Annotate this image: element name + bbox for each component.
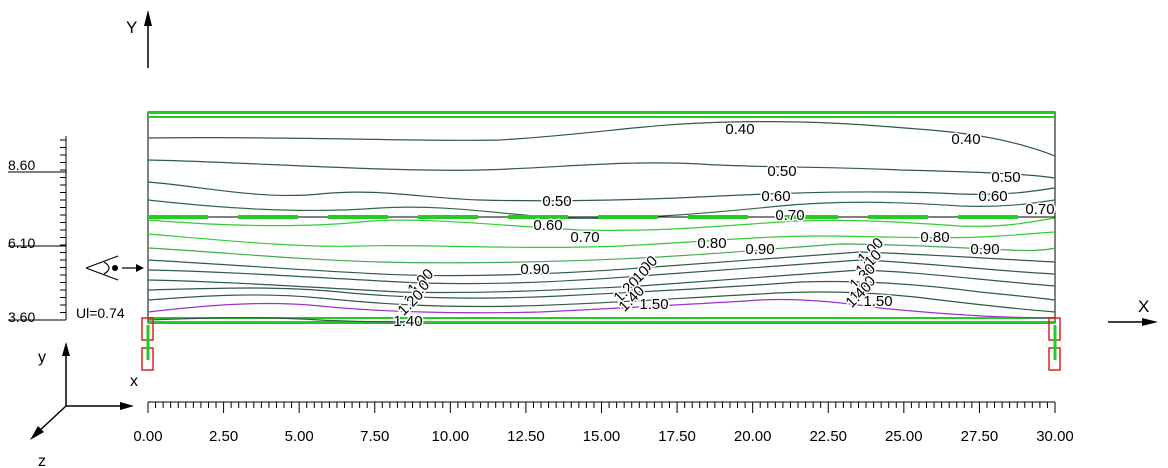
y-tick-label-6-10: 6.10 [8,235,35,251]
y-ruler [8,136,67,321]
x-tick-label: 10.00 [432,428,470,445]
contour-0-50-upper [147,159,1056,179]
contour-value-label: 0.60 [533,217,562,234]
bottom-wall [148,317,1055,323]
contour-value-label: 0.90 [520,261,549,278]
contour-0-80 [147,231,1056,248]
contour-0-40 [147,121,1056,157]
contour-1-30 [147,280,1056,301]
contour-value-label: 0.40 [951,131,980,148]
contour-value-label: 0.50 [767,163,796,180]
x-tick-label: 22.50 [809,428,847,445]
contour-value-label: 0.50 [991,169,1020,186]
ui-value-label: Ul=0.74 [76,305,125,321]
x-ruler-labels: 0.00 2.50 5.00 7.50 10.00 12.50 15.00 17.50 20.0… [133,428,1073,445]
x-tick-label: 17.50 [658,428,696,445]
eye-icon [85,255,144,281]
x-tick-label: 15.00 [583,428,621,445]
triad-z-label: z [38,453,46,468]
contour-0-50-lower [147,181,1056,202]
contour-value-label: 0.50 [542,193,571,210]
right-support [1048,317,1061,371]
contour-value-label: 1.50 [863,293,892,310]
contour-value-label: 0.90 [745,241,774,258]
y-axis-title: Y [126,18,137,37]
x-tick-label: 12.50 [507,428,545,445]
x-tick-label: 2.50 [209,428,238,445]
contour-value-label: 0.60 [978,188,1007,205]
contour-value-label: 1.50 [639,296,668,313]
x-tick-label: 20.00 [734,428,772,445]
x-axis-title: X [1138,297,1149,316]
x-ruler [147,401,1056,413]
x-tick-label: 7.50 [360,428,389,445]
contour-value-label: 1.40 [393,313,422,330]
triad-x-label: x [130,373,138,390]
contour-1-10 [147,259,1056,285]
contour-value-label: 0.60 [761,188,790,205]
contour-1-40 [147,291,1056,313]
contour-value-label: 0.70 [1025,201,1054,218]
contour-value-label: 0.70 [775,207,804,224]
contour-value-label: 0.70 [570,229,599,246]
y-tick-label-8-60: 8.60 [8,157,35,173]
y-tick-label-3-60: 3.60 [8,309,35,325]
contour-1-50 [147,298,1056,319]
contour-lines [147,121,1056,323]
x-tick-label: 25.00 [885,428,923,445]
x-tick-label: 5.00 [285,428,314,445]
x-tick-label: 0.00 [133,428,162,445]
contour-1-00 [147,251,1056,277]
left-support [141,317,154,371]
x-axis-arrow [1108,318,1158,326]
contour-0-70 [147,217,1056,231]
contour-0-90 [147,243,1056,264]
triad-y-label: y [38,349,46,366]
contour-value-label: 0.90 [970,241,999,258]
x-tick-label: 30.00 [1036,428,1074,445]
contour-1-20 [147,269,1056,294]
contour-value-label: 0.80 [697,235,726,252]
y-axis-arrow [144,10,152,68]
top-wall [148,112,1055,118]
contour-value-label: 0.80 [920,229,949,246]
contour-value-label: 0.40 [725,121,754,138]
coordinate-triad [30,342,134,440]
contour-1-40-bottom [147,317,421,323]
x-tick-label: 27.50 [961,428,999,445]
